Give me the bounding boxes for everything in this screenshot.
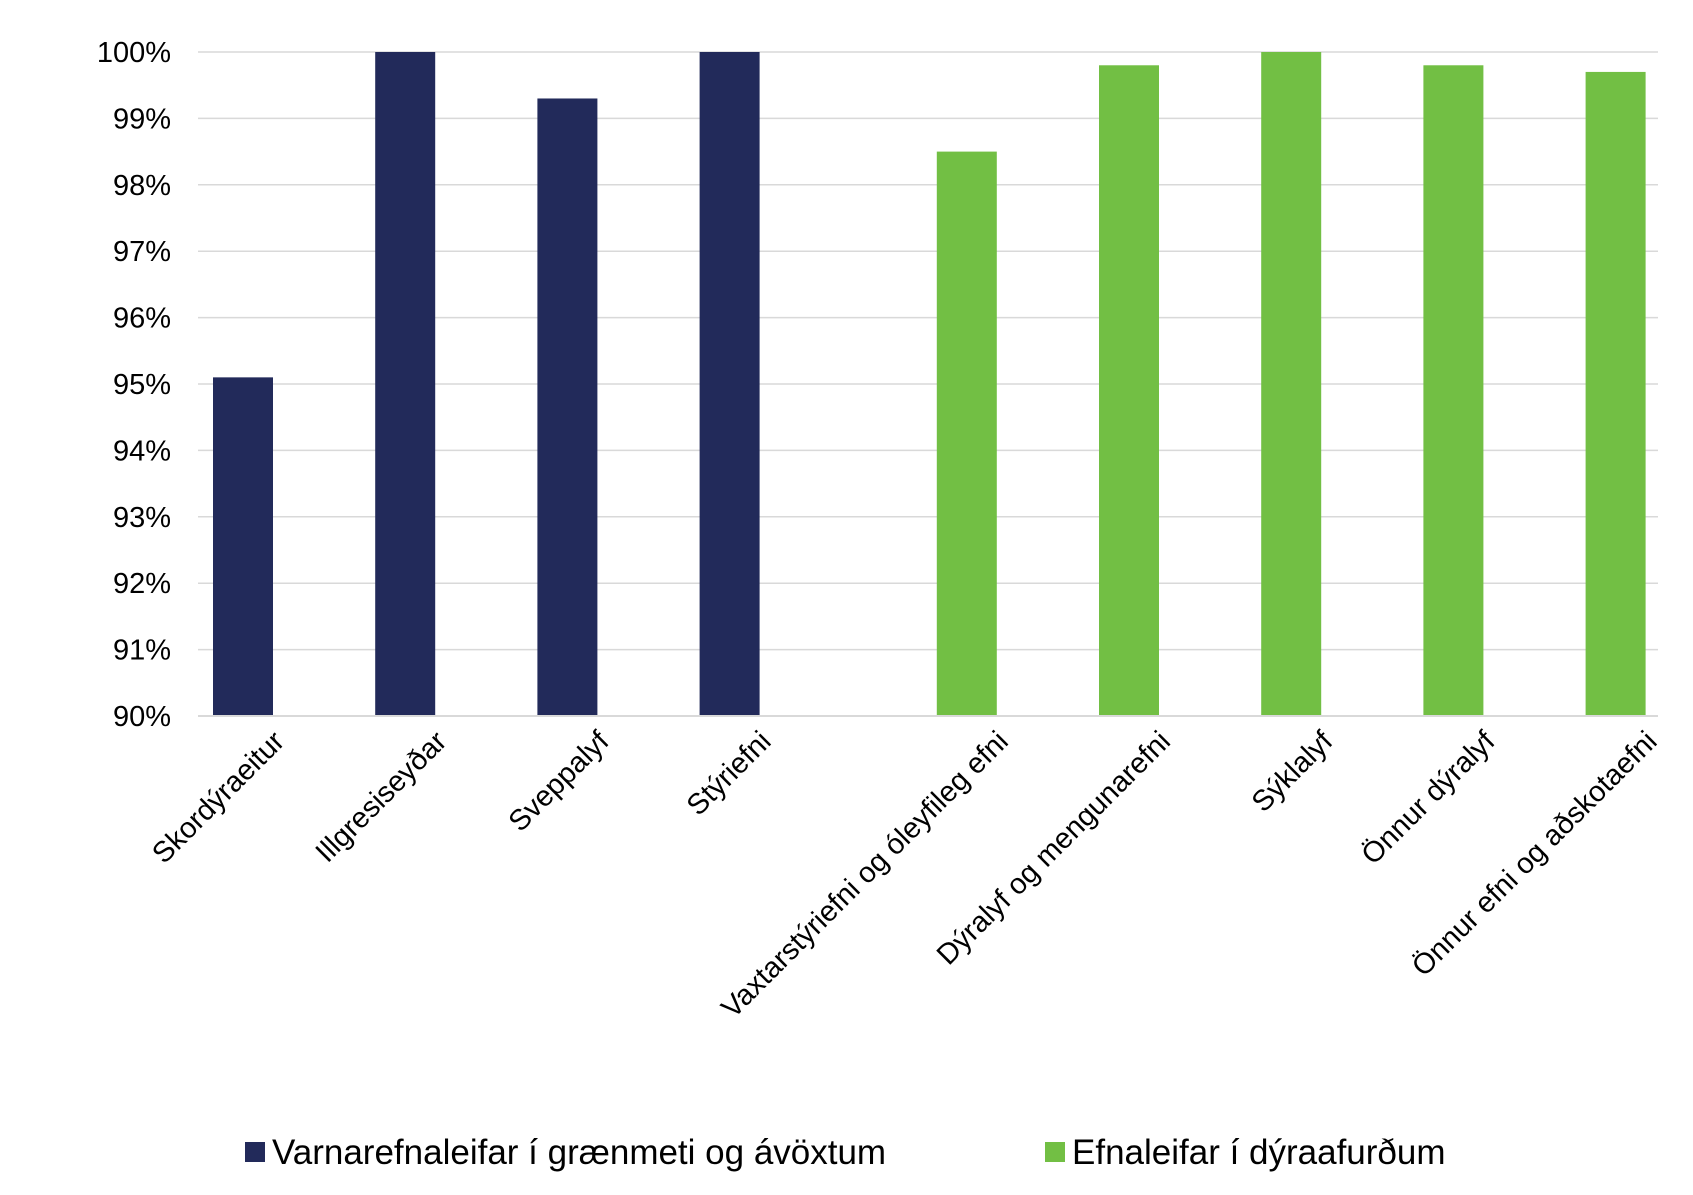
- legend-swatch: [245, 1142, 265, 1162]
- legend-swatch: [1045, 1142, 1065, 1162]
- x-category-label: Önnur dýralyf: [1356, 725, 1502, 871]
- y-tick-label: 95%: [113, 369, 171, 401]
- x-category-label: Vaxtarstýriefni og óleyfileg efni: [716, 725, 1015, 1024]
- legend: Varnarefnaleifar í grænmeti og ávöxtum Ef…: [245, 1133, 1446, 1172]
- bar-plant-residues: [699, 52, 760, 716]
- x-category-label: Sveppalyf: [503, 725, 616, 838]
- y-tick-label: 93%: [113, 502, 171, 534]
- x-category-label: Stýriefni: [681, 725, 778, 822]
- y-tick-label: 92%: [113, 568, 171, 600]
- bar-animal-residues: [1261, 52, 1322, 716]
- bar-animal-residues: [936, 151, 997, 717]
- x-category-label: Illgresiseyðar: [310, 725, 454, 869]
- x-category-label: Sýklalyf: [1246, 725, 1340, 819]
- y-tick-label: 96%: [113, 303, 171, 335]
- y-axis-ticks: 90% 91% 92% 93% 94% 95% 96% 97% 98% 99% 100%: [97, 37, 171, 733]
- legend-item-plant-residues: Varnarefnaleifar í grænmeti og ávöxtum: [272, 1133, 886, 1172]
- bar-animal-residues: [1585, 71, 1646, 717]
- bars: [213, 52, 1646, 717]
- legend-item-animal-residues: Efnaleifar í dýraafurðum: [1072, 1133, 1446, 1172]
- y-tick-label: 98%: [113, 170, 171, 202]
- gridlines: [198, 51, 1658, 651]
- y-tick-label: 94%: [113, 435, 171, 467]
- y-tick-label: 99%: [113, 103, 171, 135]
- bar-plant-residues: [213, 377, 273, 716]
- y-tick-label: 91%: [113, 635, 171, 667]
- bar-plant-residues: [375, 52, 436, 716]
- bar-animal-residues: [1423, 65, 1484, 716]
- x-category-label: Skordýraeitur: [146, 725, 291, 870]
- x-axis-category-labels: Skordýraeitur Illgresiseyðar Sveppalyf Stýr…: [146, 725, 1663, 1025]
- bar-plant-residues: [537, 98, 598, 717]
- bar-animal-residues: [1099, 65, 1159, 716]
- y-tick-label: 97%: [113, 236, 171, 268]
- y-tick-label: 100%: [97, 37, 171, 69]
- y-tick-label: 90%: [113, 701, 171, 733]
